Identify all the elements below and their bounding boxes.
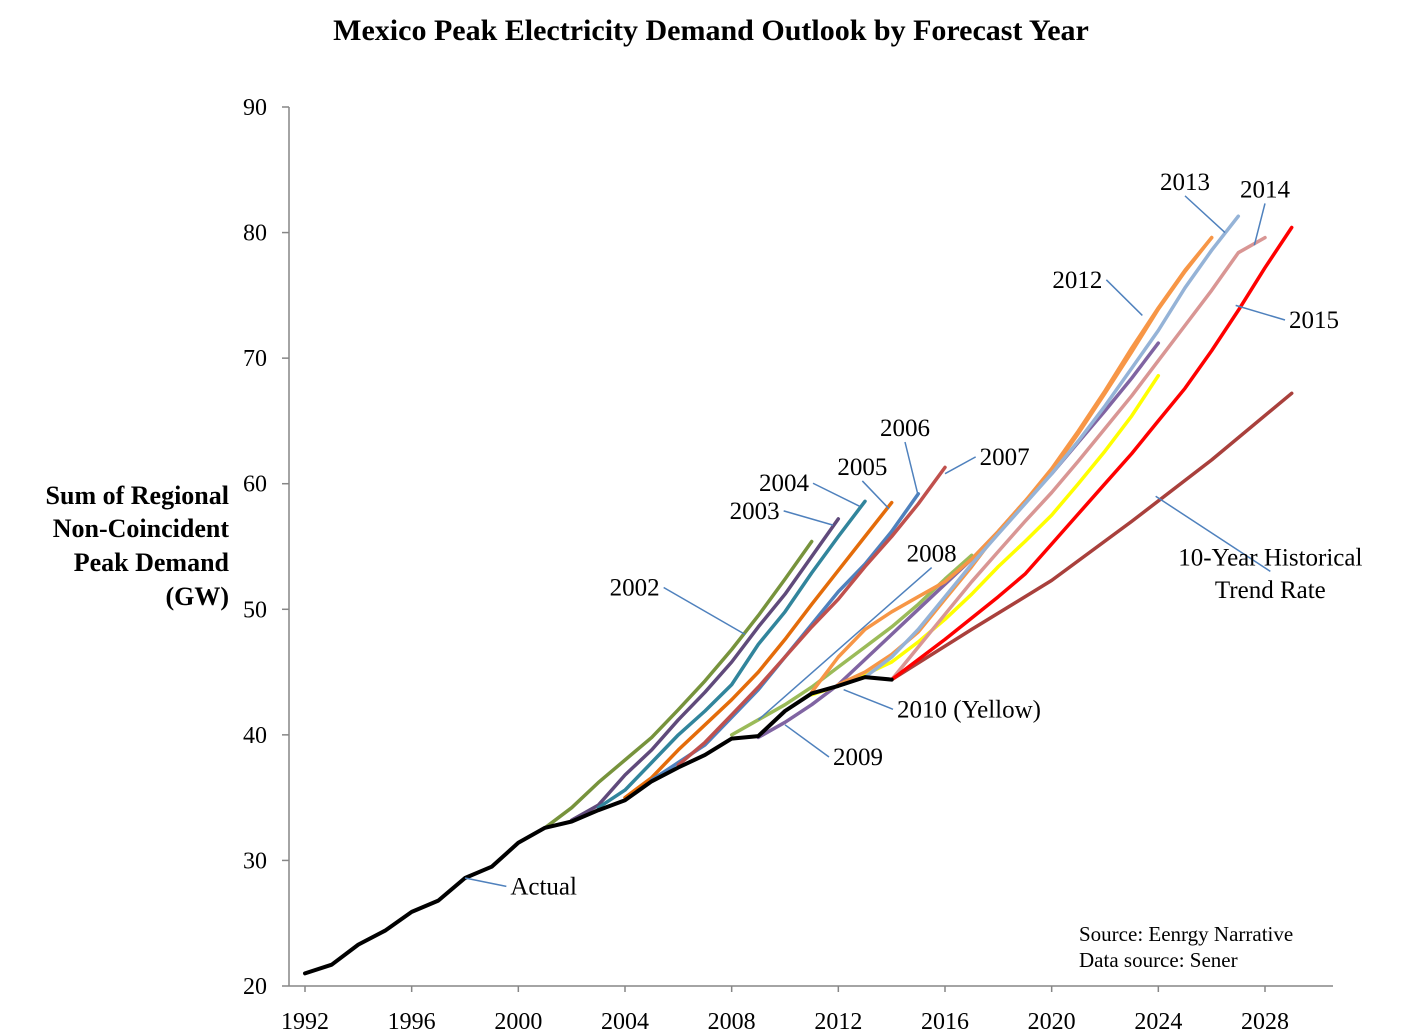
leader-line-2012 <box>1105 279 1143 316</box>
y-tick-label: 50 <box>243 597 267 623</box>
source-credit: Source: Eenrgy Narrative <box>1079 922 1294 946</box>
series-label-2003: 2003 <box>730 498 780 525</box>
y-axis-label-line-1: Sum of Regional <box>45 481 229 510</box>
y-tick-label: 30 <box>243 848 267 874</box>
x-tick-label: 2004 <box>601 1009 649 1033</box>
data-source-credit: Data source: Sener <box>1079 948 1238 972</box>
series-line-2004 <box>596 499 867 810</box>
leader-line-10-year-historical <box>1155 495 1271 572</box>
series-line-2007 <box>676 465 947 767</box>
leader-line-2014 <box>1253 203 1266 246</box>
y-tick-label: 80 <box>243 221 267 247</box>
y-tick-label: 20 <box>243 974 267 1000</box>
y-tick-label: 40 <box>243 723 267 749</box>
series-label-actual: Actual <box>510 873 577 900</box>
x-tick-label: 2000 <box>494 1009 542 1033</box>
series-label-2013: 2013 <box>1160 169 1210 196</box>
series-label-2010-yellow: 2010 (Yellow) <box>897 696 1041 723</box>
leader-line-2006 <box>904 441 920 497</box>
leader-line-2015 <box>1235 304 1286 321</box>
y-tick-label: 70 <box>243 346 267 372</box>
series-label-2006: 2006 <box>880 415 930 442</box>
leader-line-2003 <box>783 510 834 526</box>
series-label-2012: 2012 <box>1052 267 1102 294</box>
x-tick-label: 2008 <box>708 1009 756 1033</box>
series-line-2008 <box>729 553 974 737</box>
series-line-2005 <box>623 500 894 800</box>
leader-line-2013 <box>1184 195 1226 234</box>
y-tick-label: 60 <box>243 472 267 498</box>
leader-line-actual <box>464 877 507 888</box>
leader-line-2007 <box>944 456 977 475</box>
series-label-2008: 2008 <box>907 541 957 568</box>
y-axis-label-line-3: Peak Demand <box>73 548 229 577</box>
x-tick-label: 1992 <box>281 1009 329 1033</box>
series-label-2007: 2007 <box>980 444 1030 471</box>
x-tick-label: 2020 <box>1028 1009 1076 1033</box>
series-line-2002 <box>543 539 814 830</box>
y-tick-label: 90 <box>243 95 267 121</box>
leader-line-2002 <box>663 586 746 636</box>
series-label-2009: 2009 <box>833 744 883 771</box>
axes: 20 30 40 50 60 70 80 90 1992 1996 2000 2004 2008 2012… <box>243 95 1333 1033</box>
leader-line-2005 <box>861 480 890 510</box>
leader-line-2008 <box>757 567 933 721</box>
series-label-2014: 2014 <box>1240 176 1291 203</box>
leader-line-2004 <box>812 482 860 507</box>
series-line-actual <box>303 675 894 976</box>
series-layer <box>303 214 1294 976</box>
y-axis-label-line-4: (GW) <box>165 582 229 611</box>
leader-line-2010-yellow <box>843 688 894 710</box>
y-axis-label-line-2: Non-Coincident <box>52 514 229 543</box>
series-label-2005: 2005 <box>837 454 887 481</box>
leader-line-2009 <box>784 724 830 758</box>
series-line-10-year-historical-trend-rate <box>889 391 1294 682</box>
series-line-2015 <box>889 225 1294 682</box>
series-label-2002: 2002 <box>610 574 660 601</box>
series-line-2003 <box>569 517 841 822</box>
x-tick-label: 2016 <box>921 1009 969 1033</box>
x-tick-label: 1996 <box>388 1009 436 1033</box>
series-label-2004: 2004 <box>759 470 810 497</box>
x-tick-label: 2012 <box>814 1009 862 1033</box>
x-tick-label: 2024 <box>1134 1009 1182 1033</box>
series-line-2013 <box>863 214 1241 679</box>
series-label-10-year-historical: 10-Year Historical <box>1178 544 1362 571</box>
series-label-2015: 2015 <box>1289 307 1339 334</box>
series-label-trend-rate: Trend Rate <box>1215 577 1326 604</box>
chart-title: Mexico Peak Electricity Demand Outlook b… <box>333 14 1089 47</box>
series-line-2014 <box>889 235 1267 682</box>
x-tick-label: 2028 <box>1241 1009 1289 1033</box>
